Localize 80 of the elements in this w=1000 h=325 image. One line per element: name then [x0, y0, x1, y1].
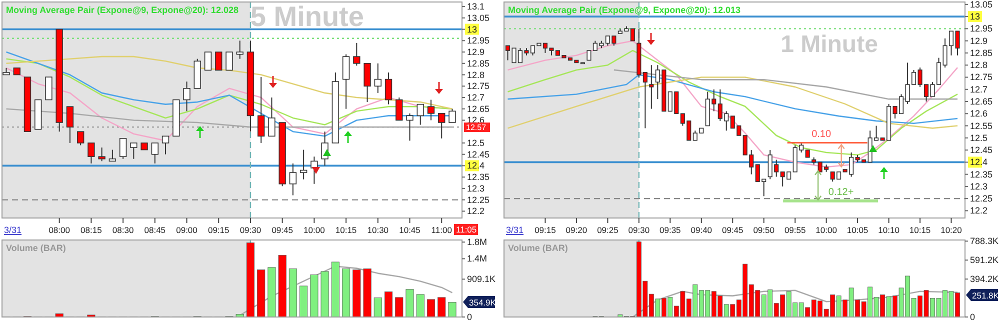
x-tick-label: 09:35: [660, 225, 682, 235]
y-tick-label: 12.3: [467, 183, 485, 194]
y-tick-label: 0: [467, 312, 472, 322]
x-tick-label: 08:30: [112, 225, 134, 235]
text: 3/31: [4, 225, 22, 235]
x-tick-label: 09:55: [784, 225, 806, 235]
x-tick-label: 09:20: [566, 225, 588, 235]
x-tick-label: 09:30: [240, 225, 262, 235]
annotation: Volume (BAR): [508, 243, 568, 253]
y-tick-label: 1.8M: [467, 237, 488, 248]
x-tick-label: 10:15: [335, 225, 357, 235]
text: 251.8K: [972, 290, 1000, 300]
y-tick-label: 12.9: [467, 47, 485, 58]
x-tick-label: 09:30: [628, 225, 650, 235]
x-tick-label: 09:00: [176, 225, 198, 235]
x-tick-label: 09:15: [208, 225, 230, 235]
y-tick-label: 12.9: [970, 36, 988, 46]
y-tick-label: 12.2: [970, 206, 988, 216]
x-tick-label: 09:15: [534, 225, 556, 235]
x-tick-label: 08:45: [144, 225, 166, 235]
y-tick-label: 12.35: [467, 172, 490, 182]
x-tick-label: 10:30: [367, 225, 389, 235]
x-tick-label: 09:45: [722, 225, 744, 235]
y-tick-label: 12.45: [467, 149, 490, 160]
y-tick-label: 12.3: [970, 181, 988, 192]
y-tick-label: 12.35: [970, 169, 993, 180]
y-tick-label: 909.1K: [467, 274, 496, 284]
y-tick-label: 12.8: [970, 60, 988, 70]
y-tick-label: 12.25: [467, 194, 490, 205]
x-tick-label: 10:00: [816, 225, 838, 235]
y-tick-label: 394.2K: [970, 274, 999, 284]
text: 354.9K: [469, 298, 496, 308]
x-tick-label: 08:00: [48, 225, 70, 235]
y-tick-label: 12.7: [467, 92, 485, 102]
y-tick-label: 12.5: [970, 132, 988, 143]
x-tick-label: 09:25: [597, 225, 619, 235]
y-tick-label: 591.2K: [970, 255, 999, 266]
y-tick-label: 12.2: [467, 206, 485, 216]
y-tick-label: 12.8: [467, 70, 485, 80]
text: 3/31: [506, 225, 524, 235]
y-tick-label: 13.05: [970, 0, 993, 10]
text: 11:05: [456, 224, 477, 234]
y-tick-label: 12.5: [467, 138, 485, 148]
x-tick-label: 09:45: [272, 225, 294, 235]
annotation: Volume (BAR): [6, 243, 66, 253]
y-tick-label: 12.7: [970, 84, 988, 94]
annotation: Moving Average Pair (Expone@9, Expone@20): 12.013: [508, 5, 740, 15]
annotation: Moving Average Pair (Expone@9, Expone@20): 12.028: [6, 5, 238, 15]
y-tick-label: 788.3K: [970, 236, 999, 246]
annotation: 0.10: [812, 128, 832, 140]
y-tick-label: 12.45: [970, 145, 993, 156]
x-tick-label: 10:05: [846, 225, 868, 235]
y-tick-label: 12.55: [970, 120, 993, 131]
y-tick-label: 13: [467, 24, 478, 34]
y-tick-label: 0: [970, 312, 976, 322]
x-tick-label: 10:15: [909, 225, 931, 235]
y-tick-label: 12.65: [467, 104, 490, 114]
x-tick-label: 10:10: [878, 225, 900, 235]
ref-line-label: 12.57: [466, 123, 487, 132]
x-tick-label: 09:50: [753, 225, 775, 235]
x-tick-label: 08:15: [80, 225, 102, 235]
y-tick-label: 12.95: [970, 24, 993, 34]
x-tick-label: 11:00: [431, 225, 452, 235]
y-tick-label: 12.75: [970, 72, 993, 82]
y-tick-label: 13.1: [467, 2, 485, 12]
y-tick-label: 13.05: [467, 12, 490, 23]
y-tick-label: 12.6: [970, 108, 988, 119]
x-tick-label: 10:45: [399, 225, 421, 235]
x-tick-label: 10:20: [940, 225, 962, 235]
annotation: 0.12+: [828, 186, 854, 198]
x-tick-label: 09:40: [690, 225, 712, 235]
y-tick-label: 12.25: [970, 194, 993, 204]
y-tick-label: 13: [970, 12, 980, 22]
y-tick-label: 12.85: [970, 48, 993, 58]
y-tick-label: 12.75: [467, 81, 490, 92]
y-tick-label: 1.4M: [467, 254, 488, 264]
y-tick-label: 12.65: [970, 96, 993, 107]
x-tick-label: 10:00: [304, 225, 326, 235]
y-tick-label: 12.95: [467, 36, 490, 46]
y-tick-label: 12.85: [467, 58, 490, 68]
